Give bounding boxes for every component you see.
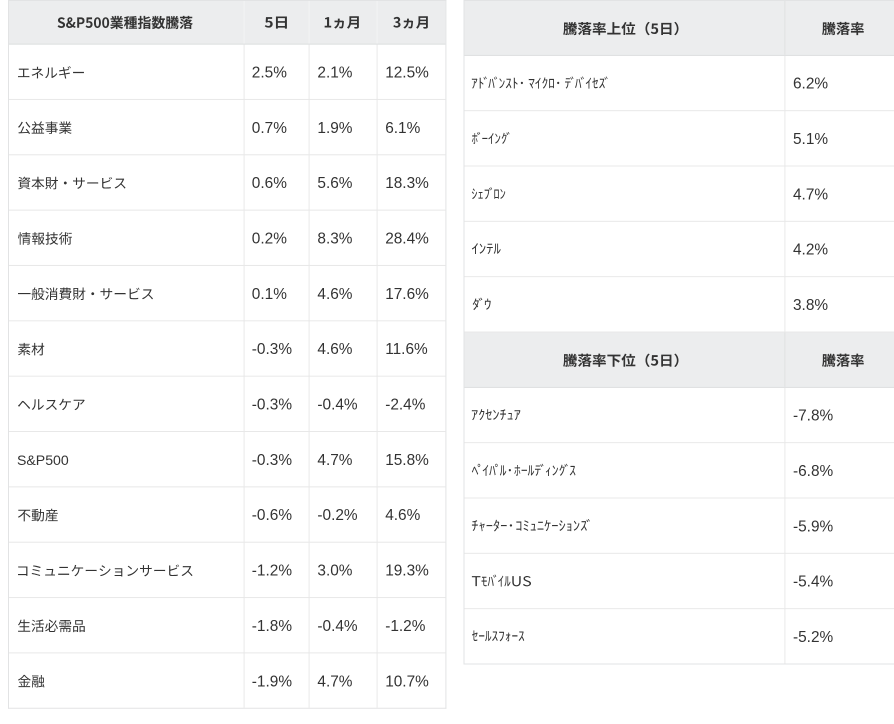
- svg-text:19.3%: 19.3%: [385, 563, 429, 580]
- svg-text:-6.8%: -6.8%: [793, 463, 834, 480]
- svg-text:-0.6%: -0.6%: [252, 507, 293, 524]
- svg-text:-2.4%: -2.4%: [385, 397, 426, 414]
- svg-text:4.7%: 4.7%: [793, 186, 828, 203]
- svg-text:0.2%: 0.2%: [252, 231, 287, 248]
- svg-text:3.8%: 3.8%: [793, 297, 828, 314]
- svg-text:6.1%: 6.1%: [385, 120, 420, 137]
- svg-text:0.6%: 0.6%: [252, 175, 287, 192]
- svg-text:8.3%: 8.3%: [317, 231, 352, 248]
- svg-text:2.1%: 2.1%: [317, 64, 352, 81]
- svg-text:-7.8%: -7.8%: [793, 408, 834, 425]
- svg-text:-0.2%: -0.2%: [317, 507, 358, 524]
- svg-text:1.9%: 1.9%: [317, 120, 352, 137]
- svg-text:4.6%: 4.6%: [317, 286, 352, 303]
- svg-text:4.6%: 4.6%: [317, 341, 352, 358]
- svg-text:6.2%: 6.2%: [793, 76, 828, 93]
- svg-text:-0.3%: -0.3%: [252, 341, 293, 358]
- svg-text:12.5%: 12.5%: [385, 64, 429, 81]
- svg-text:0.7%: 0.7%: [252, 120, 287, 137]
- svg-text:4.7%: 4.7%: [317, 452, 352, 469]
- svg-text:-0.4%: -0.4%: [317, 397, 358, 414]
- svg-text:-5.2%: -5.2%: [793, 629, 834, 646]
- svg-text:-5.9%: -5.9%: [793, 518, 834, 535]
- svg-text:17.6%: 17.6%: [385, 286, 429, 303]
- svg-text:4.6%: 4.6%: [385, 507, 420, 524]
- svg-text:5.6%: 5.6%: [317, 175, 352, 192]
- svg-text:-0.3%: -0.3%: [252, 452, 293, 469]
- svg-text:-1.8%: -1.8%: [252, 618, 293, 635]
- svg-text:-5.4%: -5.4%: [793, 574, 834, 591]
- svg-text:0.1%: 0.1%: [252, 286, 287, 303]
- svg-text:-0.3%: -0.3%: [252, 397, 293, 414]
- svg-text:-1.9%: -1.9%: [252, 673, 293, 690]
- svg-text:-0.4%: -0.4%: [317, 618, 358, 635]
- svg-text:15.8%: 15.8%: [385, 452, 429, 469]
- svg-text:-1.2%: -1.2%: [385, 618, 426, 635]
- svg-text:2.5%: 2.5%: [252, 64, 287, 81]
- svg-text:10.7%: 10.7%: [385, 673, 429, 690]
- svg-text:18.3%: 18.3%: [385, 175, 429, 192]
- svg-text:11.6%: 11.6%: [385, 341, 428, 358]
- svg-text:S&P500: S&P500: [17, 452, 69, 468]
- svg-text:5.1%: 5.1%: [793, 131, 828, 148]
- svg-text:4.7%: 4.7%: [317, 673, 352, 690]
- svg-text:3.0%: 3.0%: [317, 563, 352, 580]
- svg-text:28.4%: 28.4%: [385, 231, 429, 248]
- svg-text:4.2%: 4.2%: [793, 242, 828, 259]
- svg-text:-1.2%: -1.2%: [252, 563, 293, 580]
